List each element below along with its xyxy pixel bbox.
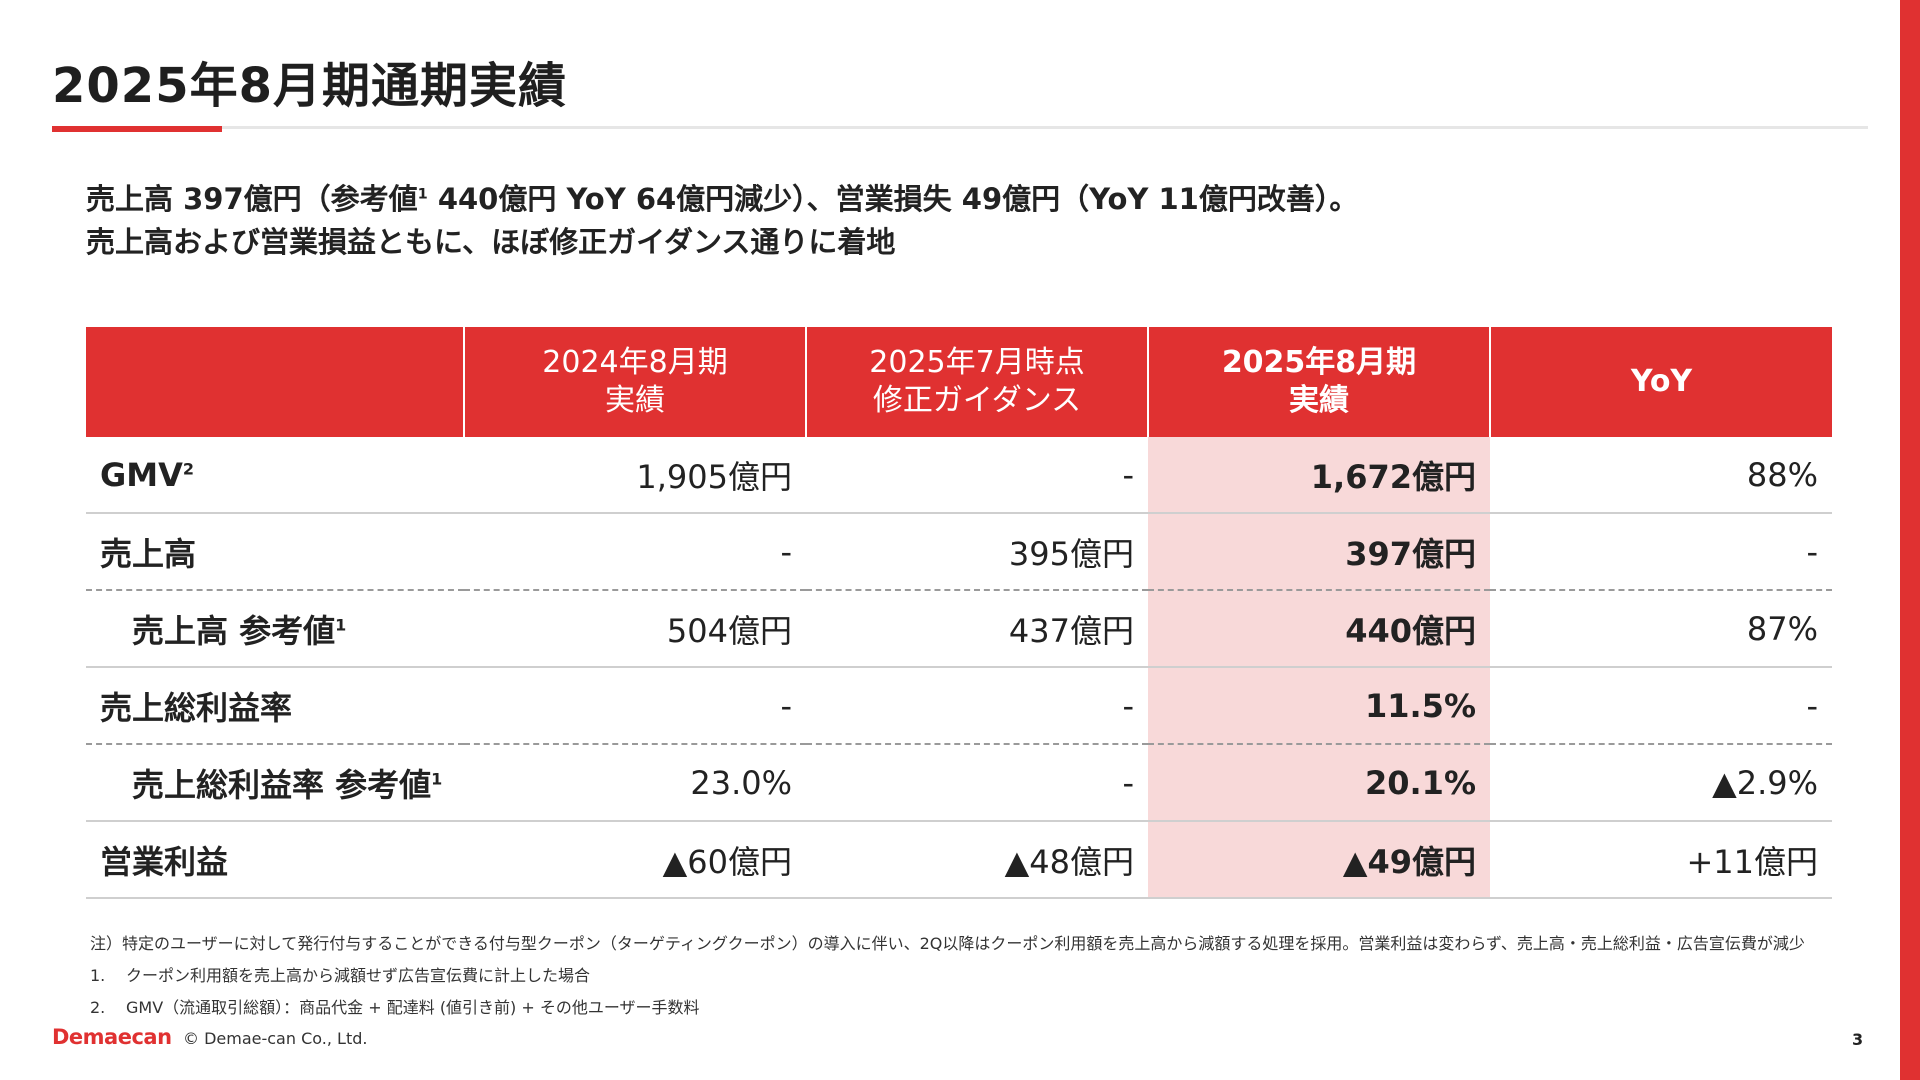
row-label-gmv: GMV2 xyxy=(86,437,464,514)
summary-line-2: 売上高および営業損益ともに、ほぼ修正ガイダンス通りに着地 xyxy=(86,225,896,259)
table-cell: +11億円 xyxy=(1490,821,1832,899)
table-cell: - xyxy=(1490,667,1832,745)
table-cell-highlight: 20.1% xyxy=(1148,744,1490,822)
table-row: 売上高 - 395億円 397億円 - xyxy=(86,513,1832,591)
header-line: 修正ガイダンス xyxy=(872,383,1082,418)
table-row: 営業利益 ▲60億円 ▲48億円 ▲49億円 +11億円 xyxy=(86,821,1832,899)
row-label-text: 売上総利益率 参考値 xyxy=(132,765,432,804)
summary-line-1-a: 売上高 397億円（参考値 xyxy=(86,182,418,216)
table-cell-highlight: 440億円 xyxy=(1148,590,1490,668)
note-text: クーポン利用額を売上高から減額せず広告宣伝費に計上した場合 xyxy=(126,966,591,985)
right-edge-stripe xyxy=(1900,0,1920,1080)
table-cell: 87% xyxy=(1490,590,1832,668)
title-accent-bar xyxy=(52,126,222,132)
table-row: 売上総利益率 参考値1 23.0% - 20.1% ▲2.9% xyxy=(86,744,1832,822)
header-line: 実績 xyxy=(1289,383,1349,418)
table-cell: ▲60億円 xyxy=(464,821,806,899)
row-label-text: 営業利益 xyxy=(100,842,229,881)
table-row: 売上高 参考値1 504億円 437億円 440億円 87% xyxy=(86,590,1832,668)
row-label-revenue: 売上高 xyxy=(86,513,464,591)
header-line: 2025年8月期 xyxy=(1221,345,1417,380)
note-main: 注）特定のユーザーに対して発行付与することができる付与型クーポン（ターゲティング… xyxy=(90,934,1805,953)
note-number: 1. xyxy=(90,966,106,985)
table-cell-highlight: 397億円 xyxy=(1148,513,1490,591)
header-fy2025-actual: 2025年8月期 実績 xyxy=(1148,327,1491,437)
note-number: 2. xyxy=(90,998,106,1017)
table-cell: 437億円 xyxy=(806,590,1148,668)
table-cell-highlight: 1,672億円 xyxy=(1148,437,1490,514)
footnote-ref: 2 xyxy=(182,458,195,478)
row-label-text: 売上高 xyxy=(100,534,197,573)
footnote-ref: 1 xyxy=(431,768,443,788)
table-cell: 1,905億円 xyxy=(464,437,806,514)
table-cell: 395億円 xyxy=(806,513,1148,591)
table-cell: - xyxy=(1490,513,1832,591)
table-header-row: 2024年8月期 実績 2025年7月時点 修正ガイダンス 2025年8月期 実績 Y… xyxy=(86,327,1832,437)
copyright-text: © Demae-can Co., Ltd. xyxy=(183,1029,368,1048)
table-cell: 23.0% xyxy=(464,744,806,822)
row-label-operating-profit: 営業利益 xyxy=(86,821,464,899)
table-row: 売上総利益率 - - 11.5% - xyxy=(86,667,1832,745)
table-cell: - xyxy=(806,437,1148,514)
summary-line-1-b: 440億円 YoY 64億円減少）、営業損失 49億円（YoY 11億円改善）。 xyxy=(427,182,1359,216)
header-line: 実績 xyxy=(605,383,665,418)
table-cell-highlight: ▲49億円 xyxy=(1148,821,1490,899)
results-table: 2024年8月期 実績 2025年7月時点 修正ガイダンス 2025年8月期 実績 Y… xyxy=(86,327,1832,899)
table-cell: - xyxy=(806,744,1148,822)
table-cell-highlight: 11.5% xyxy=(1148,667,1490,745)
row-label-gross-margin-reference: 売上総利益率 参考値1 xyxy=(86,744,464,822)
header-yoy: YoY xyxy=(1490,327,1832,437)
demaecan-logo: Demaecan xyxy=(52,1025,172,1049)
note-item: 2. GMV（流通取引総額）：商品代金 + 配達料 (値引き前) + その他ユーザ… xyxy=(90,992,1805,1024)
table-cell: - xyxy=(464,667,806,745)
row-label-text: 売上高 参考値 xyxy=(132,611,336,650)
row-label-revenue-reference: 売上高 参考値1 xyxy=(86,590,464,668)
table-cell: - xyxy=(464,513,806,591)
header-line: YoY xyxy=(1630,364,1693,399)
row-label-text: GMV xyxy=(100,455,183,494)
header-line: 2025年7月時点 xyxy=(869,345,1085,380)
summary-text: 売上高 397億円（参考値1 440億円 YoY 64億円減少）、営業損失 49… xyxy=(86,178,1358,264)
header-fy2024-actual: 2024年8月期 実績 xyxy=(464,327,807,437)
footnote-ref: 1 xyxy=(417,186,428,203)
table-cell: 504億円 xyxy=(464,590,806,668)
header-line: 2024年8月期 xyxy=(542,345,728,380)
table-cell: ▲2.9% xyxy=(1490,744,1832,822)
header-blank xyxy=(86,327,465,437)
table-cell: ▲48億円 xyxy=(806,821,1148,899)
row-label-gross-margin: 売上総利益率 xyxy=(86,667,464,745)
footnote-ref: 1 xyxy=(335,614,347,634)
row-label-text: 売上総利益率 xyxy=(100,688,293,727)
title-divider xyxy=(52,126,1868,129)
summary-line-1: 売上高 397億円（参考値1 440億円 YoY 64億円減少）、営業損失 49… xyxy=(86,178,1358,221)
table-cell: 88% xyxy=(1490,437,1832,514)
table-cell: - xyxy=(806,667,1148,745)
footnotes: 注）特定のユーザーに対して発行付与することができる付与型クーポン（ターゲティング… xyxy=(90,928,1805,1024)
page-number: 3 xyxy=(1852,1030,1864,1049)
note-text: GMV（流通取引総額）：商品代金 + 配達料 (値引き前) + その他ユーザー手… xyxy=(126,998,700,1017)
page-title: 2025年8月期通期実績 xyxy=(52,58,567,114)
note-item: 1. クーポン利用額を売上高から減額せず広告宣伝費に計上した場合 xyxy=(90,960,1805,992)
table-row: GMV2 1,905億円 - 1,672億円 88% xyxy=(86,437,1832,514)
header-revised-guidance: 2025年7月時点 修正ガイダンス xyxy=(806,327,1149,437)
